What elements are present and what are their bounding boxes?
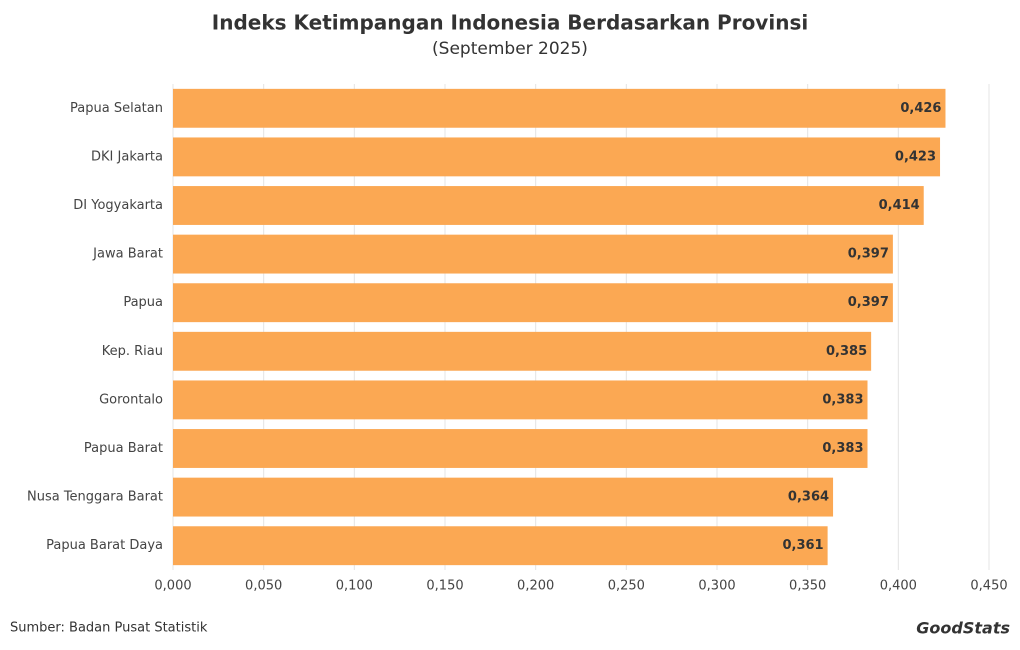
bar xyxy=(173,234,893,274)
bar xyxy=(173,283,893,323)
x-tick-label: 0,400 xyxy=(880,579,917,594)
x-tick-label: 0,250 xyxy=(608,579,645,594)
bar xyxy=(173,186,924,225)
x-tick-label: 0,050 xyxy=(245,579,282,594)
bar xyxy=(173,88,946,128)
value-label: 0,423 xyxy=(895,149,936,164)
x-tick-label: 0,100 xyxy=(336,579,373,594)
y-tick-label: DI Yogyakarta xyxy=(73,198,163,213)
value-label: 0,397 xyxy=(848,295,889,310)
x-tick-label: 0,200 xyxy=(517,579,554,594)
y-tick-label: Kep. Riau xyxy=(102,344,163,359)
value-label: 0,364 xyxy=(788,490,829,505)
source: Sumber: Badan Pusat Statistik xyxy=(10,621,208,636)
bar xyxy=(173,331,872,371)
bar xyxy=(173,380,868,420)
value-label: 0,426 xyxy=(900,101,941,116)
bar xyxy=(173,137,941,177)
brand-logo: GoodStats xyxy=(916,619,1010,638)
value-label: 0,397 xyxy=(848,247,889,262)
value-label: 0,383 xyxy=(822,392,863,407)
value-label: 0,383 xyxy=(822,441,863,456)
y-tick-label: Gorontalo xyxy=(99,392,163,407)
x-tick-label: 0,300 xyxy=(698,579,735,594)
x-tick-label: 0,350 xyxy=(789,579,826,594)
value-label: 0,385 xyxy=(826,344,867,359)
y-tick-label: DKI Jakarta xyxy=(91,149,163,164)
y-tick-label: Jawa Barat xyxy=(92,247,163,262)
y-tick-label: Papua Barat Daya xyxy=(46,538,163,553)
x-tick-label: 0,450 xyxy=(970,579,1007,594)
chart-title: Indeks Ketimpangan Indonesia Berdasarkan… xyxy=(212,11,808,35)
bar xyxy=(173,477,834,517)
y-tick-label: Papua Barat xyxy=(84,441,163,456)
y-tick-label: Nusa Tenggara Barat xyxy=(27,490,163,505)
y-tick-label: Papua Selatan xyxy=(70,101,163,116)
chart-subtitle: (September 2025) xyxy=(432,39,588,59)
x-tick-label: 0,150 xyxy=(426,579,463,594)
y-tick-label: Papua xyxy=(123,295,163,310)
value-label: 0,361 xyxy=(782,538,823,553)
bar xyxy=(173,526,828,566)
x-tick-label: 0,000 xyxy=(154,579,191,594)
bar xyxy=(173,429,868,468)
value-label: 0,414 xyxy=(879,198,920,213)
